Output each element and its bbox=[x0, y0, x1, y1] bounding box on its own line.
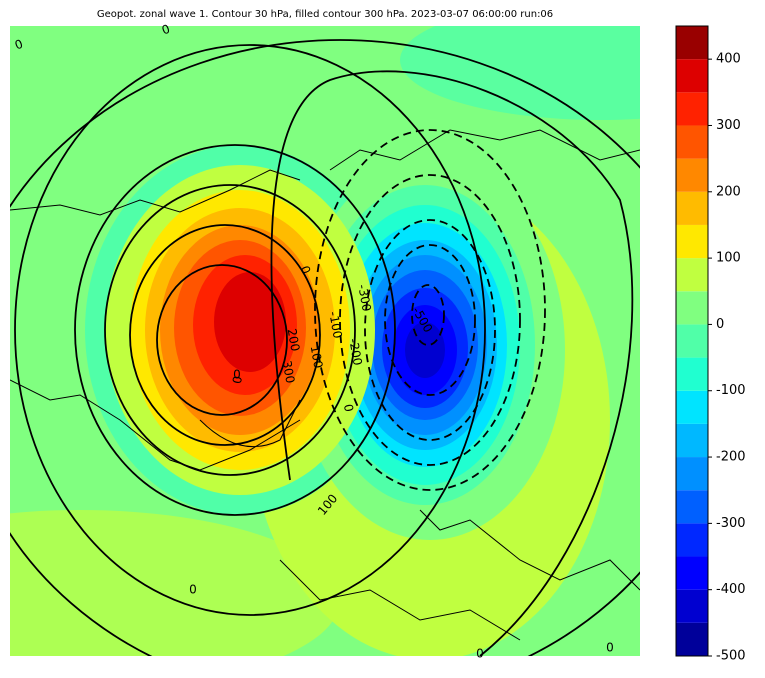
chart-title: Geopot. zonal wave 1. Contour 30 hPa, fi… bbox=[97, 9, 553, 20]
contour-label: 0 bbox=[230, 375, 245, 385]
y-tick-label: -300 bbox=[716, 516, 746, 531]
contour-label: -300 bbox=[355, 283, 374, 312]
colorbar-band bbox=[676, 324, 708, 358]
colorbar-band bbox=[676, 523, 708, 557]
contour-label: 0 bbox=[233, 368, 241, 382]
colorbar-band bbox=[676, 291, 708, 325]
contour-label: 100 bbox=[308, 344, 326, 369]
contour-label: 0 bbox=[606, 641, 614, 655]
contour-label: -100 bbox=[326, 310, 345, 339]
contour-label: 300 bbox=[280, 359, 298, 384]
colorbar-frame bbox=[675, 25, 709, 657]
contour-label: 0 bbox=[298, 264, 314, 276]
y-tick-label: -100 bbox=[716, 383, 746, 398]
contour-label: 0 bbox=[189, 583, 197, 597]
colorbar-band bbox=[676, 158, 708, 192]
y-tick-label: -200 bbox=[716, 450, 746, 465]
colorbar-band bbox=[676, 59, 708, 93]
y-tick-label: 200 bbox=[716, 184, 741, 199]
y-tick-label: 100 bbox=[716, 251, 741, 266]
colorbar-band bbox=[676, 26, 708, 60]
contour-label: 200 bbox=[285, 327, 303, 352]
y-tick-label: -500 bbox=[716, 649, 746, 664]
colorbar-band bbox=[676, 490, 708, 524]
colorbar-band bbox=[676, 258, 708, 292]
colorbar-band bbox=[676, 125, 708, 159]
contour-label: 0 bbox=[341, 403, 356, 413]
y-tick-label: -400 bbox=[716, 582, 746, 597]
y-tick-label: 300 bbox=[716, 118, 741, 133]
colorbar-band bbox=[676, 423, 708, 458]
contour-label: -200 bbox=[346, 337, 365, 366]
contour-label: 0 bbox=[476, 647, 484, 661]
contour-label: 0 bbox=[13, 37, 25, 53]
y-tick-label: 400 bbox=[716, 52, 741, 67]
colorbar-band bbox=[676, 390, 708, 424]
colorbar-band bbox=[676, 224, 708, 259]
colorbar-band bbox=[676, 357, 708, 391]
colorbar-band bbox=[676, 457, 708, 491]
colorbar-band bbox=[676, 622, 708, 656]
colorbar-band bbox=[676, 556, 708, 590]
y-tick-label: 0 bbox=[716, 317, 724, 332]
colorbar-band bbox=[676, 589, 708, 623]
colorbar-band bbox=[676, 191, 708, 225]
colorbar-band bbox=[676, 92, 708, 126]
contour-label: 0 bbox=[160, 22, 172, 38]
